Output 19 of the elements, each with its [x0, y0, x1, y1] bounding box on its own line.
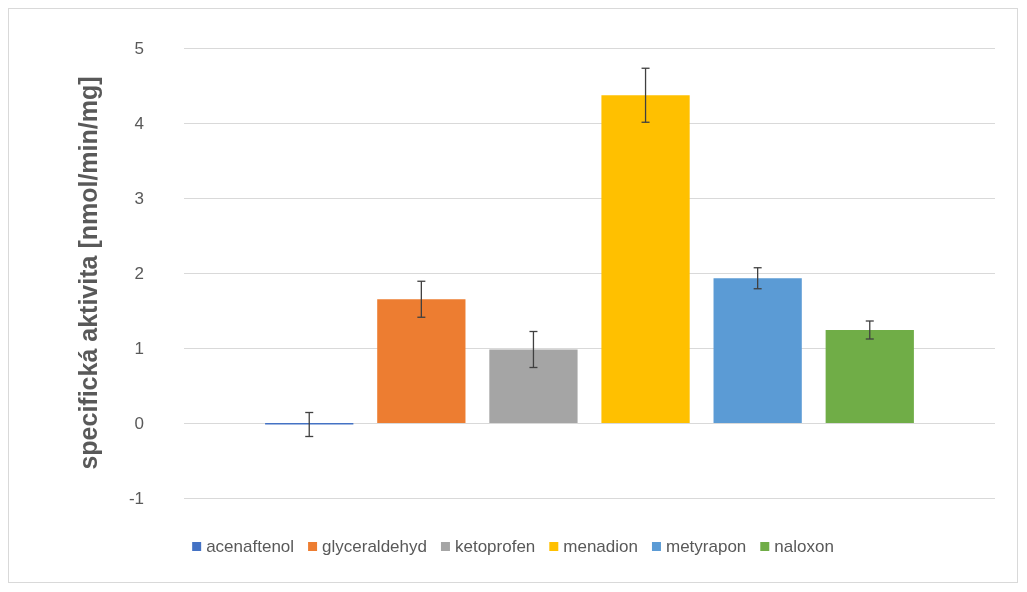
legend-label: glyceraldehyd: [322, 537, 427, 556]
legend-label: ketoprofen: [454, 537, 536, 556]
legend-label: naloxon: [774, 537, 834, 556]
legend-label: menadion: [563, 537, 638, 556]
bar: [825, 330, 914, 423]
legend-label: metyrapon: [665, 537, 747, 556]
bar: [489, 349, 578, 423]
y-tick-label: 3: [134, 188, 144, 208]
y-tick-label: 4: [134, 113, 144, 133]
y-axis-title: specifická aktivita [nmol/min/mg]: [74, 76, 102, 470]
y-tick-label: 1: [134, 338, 144, 358]
legend-label: acenaftenol: [206, 537, 295, 556]
y-tick-label: 2: [134, 263, 144, 283]
bar: [377, 299, 466, 423]
y-tick-label: 5: [134, 38, 144, 58]
y-tick-label: -1: [128, 488, 144, 508]
bar: [713, 278, 802, 423]
bar: [601, 95, 690, 423]
y-tick-label: 0: [134, 413, 144, 433]
